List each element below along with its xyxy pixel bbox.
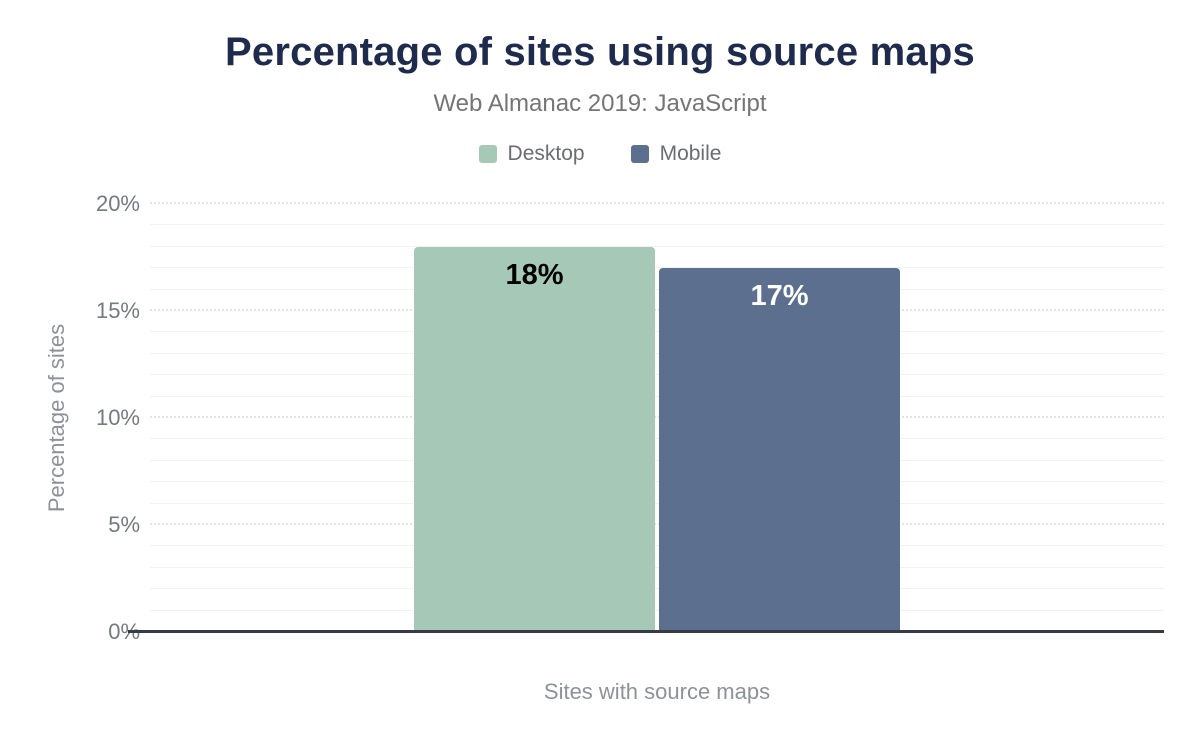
minor-gridline bbox=[150, 288, 1164, 290]
minor-gridline bbox=[150, 502, 1164, 504]
chart-title: Percentage of sites using source maps bbox=[225, 30, 975, 74]
legend-item-mobile: Mobile bbox=[630, 142, 722, 166]
minor-gridline bbox=[150, 588, 1164, 590]
y-tick-label: 10% bbox=[95, 405, 140, 430]
legend-swatch-mobile bbox=[630, 145, 649, 163]
legend-item-desktop: Desktop bbox=[478, 142, 585, 166]
minor-gridline bbox=[150, 267, 1164, 269]
y-tick-label: 15% bbox=[95, 298, 140, 323]
chart-legend: Desktop Mobile bbox=[0, 141, 1200, 167]
chart-subtitle: Web Almanac 2019: JavaScript bbox=[433, 90, 767, 117]
minor-gridline bbox=[150, 352, 1164, 354]
minor-gridline bbox=[150, 224, 1164, 226]
plot-area: 0% 5% 10% 15% 20% 18% 17% bbox=[96, 193, 1164, 643]
legend-label-mobile: Mobile bbox=[659, 142, 722, 165]
minor-gridline bbox=[150, 459, 1164, 461]
minor-gridline bbox=[150, 331, 1164, 333]
minor-gridline bbox=[150, 609, 1164, 611]
bar-mobile: 17% bbox=[659, 268, 900, 632]
legend-swatch-desktop bbox=[478, 145, 497, 163]
minor-gridline bbox=[150, 481, 1164, 483]
bar-desktop: 18% bbox=[414, 246, 655, 632]
major-gridline bbox=[150, 523, 1164, 525]
minor-gridline bbox=[150, 438, 1164, 440]
minor-gridline bbox=[150, 545, 1164, 547]
minor-gridline bbox=[150, 395, 1164, 397]
bar-value-label-mobile: 17% bbox=[750, 280, 809, 313]
major-gridline bbox=[150, 202, 1164, 204]
y-tick-label: 0% bbox=[108, 619, 140, 644]
y-tick-label: 20% bbox=[95, 191, 140, 216]
x-axis-label: Sites with source maps bbox=[543, 679, 771, 704]
y-tick-label: 5% bbox=[108, 512, 140, 537]
legend-label-desktop: Desktop bbox=[507, 142, 585, 165]
minor-gridline bbox=[150, 245, 1164, 247]
minor-gridline bbox=[150, 374, 1164, 376]
major-gridline bbox=[150, 309, 1164, 311]
major-gridline bbox=[150, 416, 1164, 418]
x-axis-line bbox=[128, 630, 1164, 633]
y-axis-title: Percentage of sites bbox=[44, 323, 69, 513]
bar-value-label-desktop: 18% bbox=[505, 258, 564, 291]
minor-gridline bbox=[150, 566, 1164, 568]
